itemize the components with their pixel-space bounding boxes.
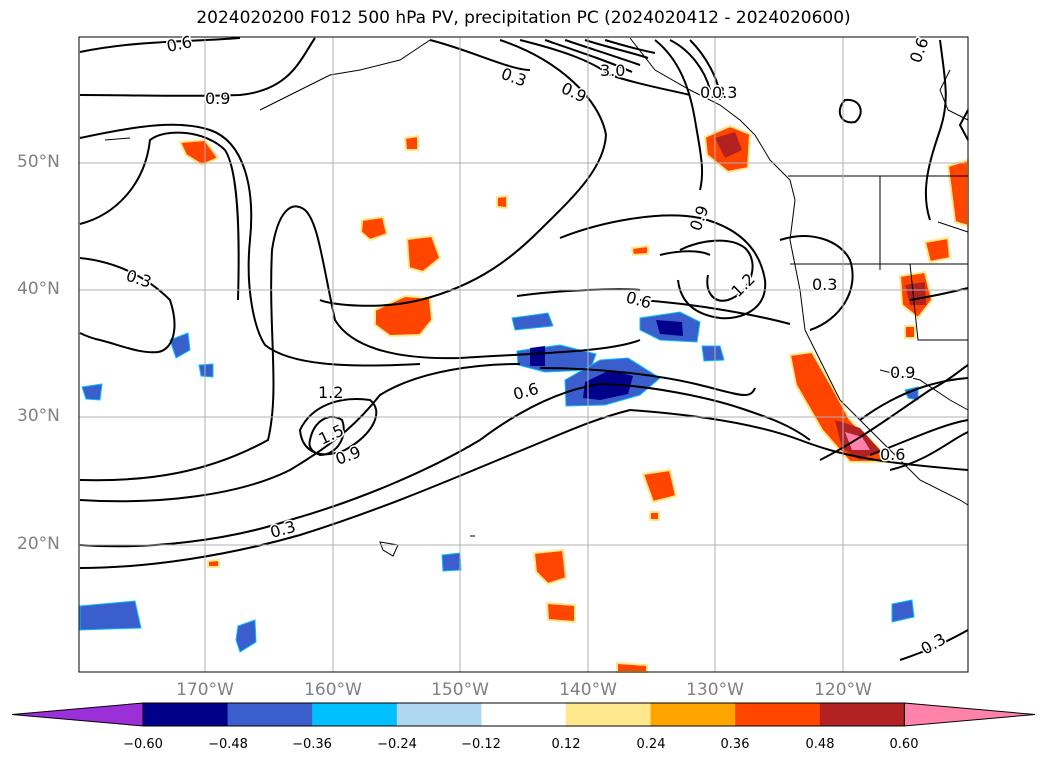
pv-contour-label: 0.9 <box>686 203 713 233</box>
pv-contour-label: 0.9 <box>558 78 589 106</box>
pv-contour-label: 0.6 <box>165 32 194 56</box>
pv-contour-label: 1.2 <box>727 269 758 300</box>
colorbar-tick: −0.60 <box>123 737 163 752</box>
lon-label-150w: 150°W <box>431 680 489 700</box>
pv-contour-label: 0.6 <box>906 35 933 65</box>
map-title: 2024020200 F012 500 hPa PV, precipitatio… <box>196 8 851 28</box>
pv-contour-label: 0.9 <box>890 363 915 382</box>
pv-contour-label: 0.3 <box>124 266 154 292</box>
coastlines <box>104 37 969 557</box>
colorbar-tick: 0.60 <box>889 737 919 752</box>
pv-contours <box>79 37 969 661</box>
colorbar-extend-high <box>903 702 1036 727</box>
lat-lon-grid <box>79 37 968 672</box>
lat-label-40n: 40°N <box>17 279 60 299</box>
lon-label-160w: 160°W <box>304 680 362 700</box>
colorbar-tick: 0.48 <box>805 737 835 752</box>
lat-label-20n: 20°N <box>17 534 60 554</box>
pv-contour-label: 0.6 <box>880 445 905 464</box>
pv-contour-label: 0.6 <box>624 288 654 313</box>
pv-contour-label: 0.3 <box>918 629 950 658</box>
pv-contour-label: 0.3 <box>700 83 725 102</box>
pv-contour-label: 0.3 <box>268 517 298 542</box>
colorbar-segment <box>650 703 736 726</box>
pv-contour-label: 0.3 <box>812 275 837 294</box>
pv-contour-label: 0.3 <box>712 83 737 102</box>
lon-label-130w: 130°W <box>686 680 744 700</box>
colorbar-segment <box>735 703 821 726</box>
colorbar-extend-low <box>11 702 144 727</box>
lon-label-140w: 140°W <box>559 680 617 700</box>
lon-label-170w: 170°W <box>176 680 234 700</box>
colorbar-tick: −0.36 <box>292 737 332 752</box>
colorbar <box>11 702 1036 727</box>
colorbar-segment <box>566 703 652 726</box>
lon-label-120w: 120°W <box>814 680 872 700</box>
colorbar-segment <box>227 703 313 726</box>
map-frame <box>78 36 969 673</box>
colorbar-tick: 0.12 <box>551 737 581 752</box>
pv-contour-label: 0.3 <box>499 64 529 91</box>
lat-label-30n: 30°N <box>17 406 60 426</box>
colorbar-tick: 0.36 <box>720 737 750 752</box>
colorbar-segment <box>143 703 229 726</box>
pv-contour-label: 0.6 <box>511 379 541 404</box>
colorbar-tick: 0.24 <box>636 737 666 752</box>
pv-contour-label: 3.0 <box>600 61 625 80</box>
pv-contour-label: 1.5 <box>316 421 347 449</box>
lat-label-50n: 50°N <box>17 152 60 172</box>
pv-contour-label: 1.2 <box>318 383 343 402</box>
colorbar-tick: −0.24 <box>377 737 417 752</box>
colorbar-segment <box>481 703 567 726</box>
colorbar-frame <box>142 702 905 727</box>
pv-contour-label: 0.9 <box>205 89 230 108</box>
colorbar-segment <box>396 703 482 726</box>
colorbar-segment <box>819 703 905 726</box>
colorbar-tick: −0.12 <box>461 737 501 752</box>
colorbar-tick: −0.48 <box>208 737 248 752</box>
colorbar-segment <box>312 703 398 726</box>
